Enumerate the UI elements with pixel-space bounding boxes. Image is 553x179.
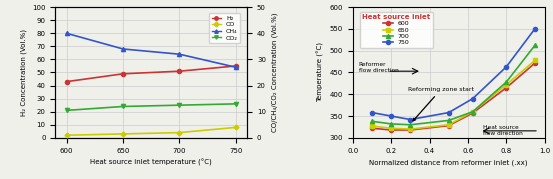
700 <box>369 120 375 122</box>
Y-axis label: H₂ Concentration (Vol.%): H₂ Concentration (Vol.%) <box>20 29 27 116</box>
Line: 650: 650 <box>370 58 537 131</box>
650 <box>388 127 394 129</box>
Y-axis label: CO/CH₄/CO₂ Concentration (Vol.%): CO/CH₄/CO₂ Concentration (Vol.%) <box>272 13 278 132</box>
700 <box>469 111 476 113</box>
750 <box>445 112 452 114</box>
CO <box>119 133 126 135</box>
Line: 700: 700 <box>370 43 537 127</box>
CO₂ <box>233 103 239 105</box>
700 <box>532 44 539 46</box>
Line: 600: 600 <box>370 61 537 132</box>
750 <box>469 98 476 100</box>
CO₂ <box>176 104 183 106</box>
Text: Reformer
flow direction: Reformer flow direction <box>358 62 398 73</box>
CH₄ <box>233 66 239 68</box>
Line: CO: CO <box>65 126 238 137</box>
700 <box>503 81 510 83</box>
650 <box>532 59 539 61</box>
650 <box>469 111 476 113</box>
H₂ <box>119 73 126 75</box>
Text: Heat source
flow direction: Heat source flow direction <box>483 125 523 136</box>
Line: CO₂: CO₂ <box>65 102 238 112</box>
700 <box>407 124 414 126</box>
CO <box>176 132 183 134</box>
Line: H₂: H₂ <box>65 64 238 84</box>
600 <box>445 125 452 127</box>
CH₄ <box>119 48 126 50</box>
Line: CH₄: CH₄ <box>65 31 238 69</box>
H₂ <box>63 81 70 83</box>
Legend: 600, 650, 700, 750: 600, 650, 700, 750 <box>360 12 433 48</box>
CO₂ <box>63 109 70 112</box>
750 <box>503 66 510 68</box>
650 <box>369 125 375 127</box>
700 <box>388 123 394 125</box>
CO <box>63 134 70 136</box>
750 <box>532 27 539 30</box>
650 <box>445 124 452 126</box>
700 <box>445 119 452 122</box>
Y-axis label: Temperature (°C): Temperature (°C) <box>317 42 324 103</box>
600 <box>469 112 476 114</box>
H₂ <box>233 65 239 67</box>
650 <box>503 84 510 86</box>
750 <box>407 118 414 121</box>
600 <box>407 129 414 131</box>
600 <box>369 127 375 129</box>
Line: 750: 750 <box>370 26 537 122</box>
CH₄ <box>176 53 183 55</box>
X-axis label: Heat source inlet temperature (°C): Heat source inlet temperature (°C) <box>90 159 212 166</box>
Text: Reforming zone start: Reforming zone start <box>408 87 474 121</box>
CH₄ <box>63 32 70 34</box>
750 <box>388 115 394 117</box>
600 <box>532 62 539 64</box>
CO₂ <box>119 105 126 108</box>
600 <box>388 129 394 131</box>
750 <box>369 112 375 114</box>
Legend: H₂, CO, CH₄, CO₂: H₂, CO, CH₄, CO₂ <box>209 13 240 43</box>
CO <box>233 126 239 129</box>
600 <box>503 87 510 89</box>
X-axis label: Normalized distance from reformer inlet (.xx): Normalized distance from reformer inlet … <box>369 159 528 166</box>
650 <box>407 128 414 130</box>
H₂ <box>176 70 183 72</box>
